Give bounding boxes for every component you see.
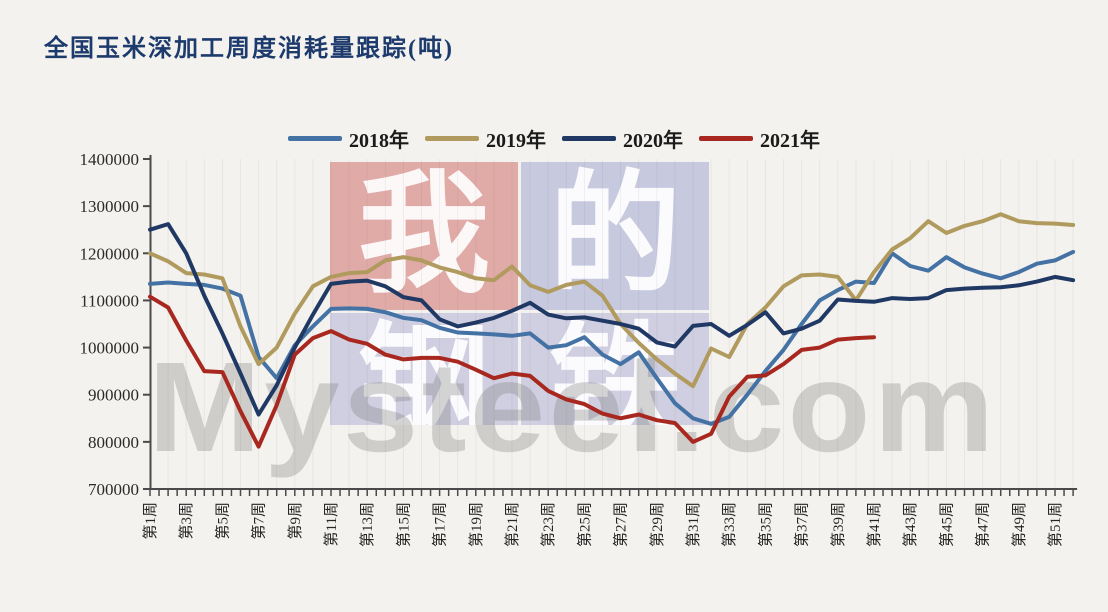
legend-swatch-2018年 [288,136,342,141]
x-tick-label: 第21周 [503,502,521,547]
x-tick-label: 第17周 [431,502,449,547]
x-tick-label: 第45周 [937,502,955,547]
x-tick-label: 第35周 [756,502,774,547]
legend-label: 2018年 [349,130,409,152]
x-tick-label: 第47周 [974,502,992,547]
x-tick-label: 第37周 [793,502,811,547]
y-tick-label: 1100000 [80,291,139,310]
series-line-2021年 [148,294,876,449]
legend-label: 2020年 [623,130,683,152]
x-tick-label: 第49周 [1010,502,1028,547]
legend-item-2020年: 2020年 [562,124,683,153]
series-line-2019年 [148,212,1076,389]
legend-item-2019年: 2019年 [425,124,546,153]
x-tick-label: 第5周 [213,502,231,540]
x-tick-label: 第11周 [322,502,340,546]
legend-swatch-2019年 [425,136,479,141]
x-tick-label: 第43周 [901,502,919,547]
series-line-2018年 [148,249,1076,426]
y-tick-label: 1200000 [80,244,140,263]
chart-legend: 2018年 2019年 2020年 2021年 [288,124,820,153]
legend-swatch-2021年 [699,136,753,141]
x-tick-label: 第13周 [358,502,376,547]
legend-label: 2021年 [760,130,820,152]
x-tick-label: 第51周 [1046,502,1064,547]
x-tick-label: 第29周 [648,502,666,547]
legend-label: 2019年 [486,130,546,152]
y-tick-label: 1400000 [80,150,140,169]
x-tick-label: 第1周 [141,502,159,540]
legend-swatch-2020年 [562,136,616,141]
x-tick-label: 第31周 [684,502,702,547]
x-tick-label: 第33周 [720,502,738,547]
x-tick-label: 第3周 [177,502,195,540]
x-tick-label: 第39周 [829,502,847,547]
chart-title: 全国玉米深加工周度消耗量跟踪(吨) [44,36,454,62]
series-line-2020年 [148,222,1076,417]
x-tick-label: 第25周 [575,502,593,547]
x-tick-label: 第7周 [250,502,268,540]
x-tick-label: 第9周 [286,502,304,540]
x-tick-label: 第19周 [467,502,485,547]
y-tick-label: 1300000 [80,197,140,216]
x-tick-label: 第23周 [539,502,557,547]
y-tick-label: 900000 [88,386,139,405]
x-tick-label: 第41周 [865,502,883,547]
y-tick-label: 800000 [88,433,139,452]
x-tick-label: 第27周 [612,502,630,547]
y-tick-label: 700000 [88,480,139,499]
x-tick-label: 第15周 [394,502,412,547]
legend-item-2018年: 2018年 [288,124,409,153]
legend-item-2021年: 2021年 [699,124,820,153]
y-tick-label: 1000000 [80,339,140,358]
